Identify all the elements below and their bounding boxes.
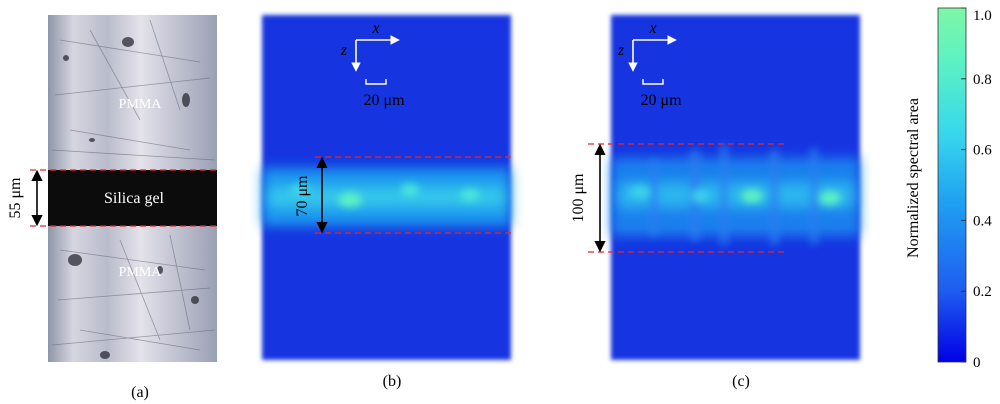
micrograph-texture bbox=[51, 19, 216, 351]
panel-c-axes-indicator: x z bbox=[617, 20, 677, 72]
panel-c-map: x z 20 μm 100 μm (c) bbox=[570, 15, 860, 390]
pmma-bottom-label: PMMA bbox=[119, 265, 163, 280]
panel-a-thickness-label: 55 μm bbox=[7, 177, 24, 219]
micrograph-dark-specks bbox=[63, 37, 199, 359]
colorbar-tick-label: 0.6 bbox=[973, 143, 992, 159]
panel-c-z-axis-label: z bbox=[617, 42, 625, 59]
colorbar-tick-label: 1.0 bbox=[973, 8, 992, 24]
panel-b-map: x z 20 μm 70 μm (b) bbox=[262, 15, 512, 390]
colorbar-title: Normalized spectral area bbox=[905, 98, 922, 258]
panel-c-scale-label: 20 μm bbox=[640, 92, 682, 109]
colorbar-ticks: 1.0 0.8 0.6 0.4 0.2 0 bbox=[961, 7, 992, 371]
pmma-top-label: PMMA bbox=[119, 97, 163, 112]
panel-b-scale-bar: 20 μm bbox=[363, 79, 405, 109]
panel-c-thickness-label: 100 μm bbox=[570, 173, 587, 223]
panel-b-hotspots bbox=[290, 184, 480, 207]
panel-c-scale-bar: 20 μm bbox=[640, 79, 682, 109]
panel-b-z-axis-label: z bbox=[340, 42, 348, 59]
colorbar-tick-label: 0.2 bbox=[973, 284, 992, 300]
colorbar-tick-label: 0 bbox=[973, 355, 981, 371]
silica-gel-label: Silica gel bbox=[104, 190, 165, 207]
panel-a-caption: (a) bbox=[131, 384, 149, 401]
panel-b-x-axis-label: x bbox=[371, 20, 379, 37]
panel-c-x-axis-label: x bbox=[648, 20, 656, 37]
panel-b-caption: (b) bbox=[383, 373, 402, 390]
silica-gel-band bbox=[48, 170, 217, 226]
colorbar: 1.0 0.8 0.6 0.4 0.2 0 Normalized spectral are… bbox=[905, 7, 992, 371]
colorbar-tick-label: 0.4 bbox=[973, 213, 992, 229]
colorbar-gradient bbox=[937, 7, 967, 363]
panel-c-caption: (c) bbox=[732, 373, 750, 390]
pmma-top-region bbox=[48, 15, 217, 170]
panel-b-scale-label: 20 μm bbox=[363, 92, 405, 109]
panel-b-axes-indicator: x z bbox=[340, 20, 400, 72]
colorbar-tick-label: 0.8 bbox=[973, 72, 992, 88]
panel-c-hotspots bbox=[630, 186, 841, 205]
panel-a-micrograph: PMMA Silica gel PMMA 55 μm (a) bbox=[7, 15, 217, 401]
panel-b-thickness-label: 70 μm bbox=[294, 175, 311, 217]
